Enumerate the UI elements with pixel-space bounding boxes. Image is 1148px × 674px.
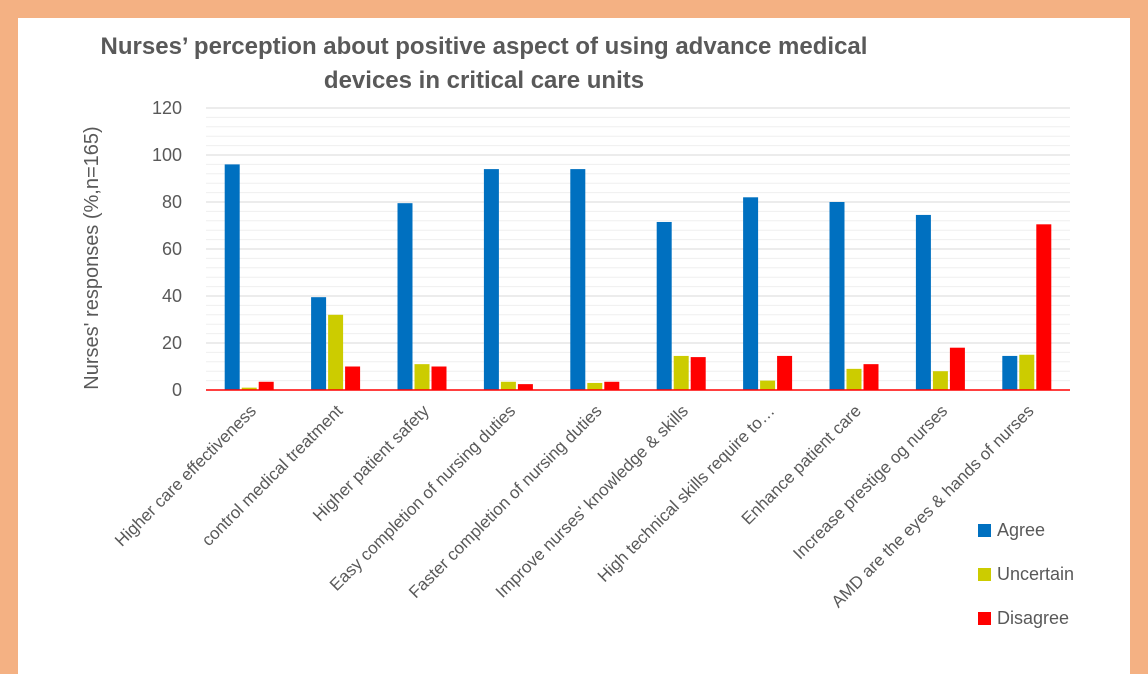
bar-uncertain [932,371,948,390]
bar-uncertain [1019,354,1035,390]
x-category-label: Improve nurses' knowledge & skills [492,401,692,601]
bar-disagree [777,355,793,390]
bar-agree [829,202,845,390]
y-tick-label: 100 [152,145,182,165]
legend: Agree Uncertain Disagree [978,520,1074,628]
y-tick-label: 40 [162,286,182,306]
bar-agree [656,221,672,390]
bar-uncertain [414,364,430,390]
legend-label-disagree: Disagree [997,608,1069,628]
bar-disagree [431,366,447,390]
bar-chart: Nurses’ perception about positive aspect… [81,33,1074,628]
legend-label-agree: Agree [997,520,1045,540]
bar-disagree [1036,224,1052,390]
bar-agree [1002,355,1018,390]
x-category-label: High technical skills require to… [594,401,778,585]
bar-disagree [258,381,274,390]
y-tick-label: 80 [162,192,182,212]
bar-agree [570,169,586,390]
bar-disagree [345,366,361,390]
bar-uncertain [846,368,862,390]
legend-swatch-agree [978,524,991,537]
bars [224,164,1052,390]
bar-disagree [690,357,706,390]
bar-agree [397,203,413,390]
bar-disagree [517,384,533,390]
y-tick-label: 60 [162,239,182,259]
y-tick-label: 0 [172,380,182,400]
bar-uncertain [673,355,689,390]
bar-uncertain [241,387,257,390]
legend-swatch-disagree [978,612,991,625]
bar-uncertain [587,382,603,390]
x-category-label: Higher care effectiveness [111,401,260,550]
chart-title-line-1: Nurses’ perception about positive aspect… [101,33,868,60]
legend-swatch-uncertain [978,568,991,581]
bar-agree [311,297,327,390]
bar-agree [915,214,931,390]
x-category-label: Increase prestige og nurses [789,401,951,563]
x-category-label: control medical treatment [198,401,347,550]
bar-uncertain [328,314,344,390]
bar-uncertain [760,380,776,390]
y-axis-label: Nurses' responses (%,n=165) [81,126,103,389]
bar-agree [743,197,759,390]
bar-agree [483,169,499,390]
bar-agree [224,164,240,390]
bar-disagree [863,364,879,390]
x-category-label: Easy completion of nursing duties [326,401,519,594]
bar-uncertain [500,381,516,390]
chart-frame: Nurses’ perception about positive aspect… [18,18,1130,674]
y-tick-label: 120 [152,98,182,118]
y-tick-label: 20 [162,333,182,353]
legend-label-uncertain: Uncertain [997,564,1074,584]
x-category-label: Faster completion of nursing duties [405,401,606,602]
bar-disagree [604,381,620,390]
chart-title-line-2: devices in critical care units [324,67,644,94]
bar-disagree [949,347,965,390]
